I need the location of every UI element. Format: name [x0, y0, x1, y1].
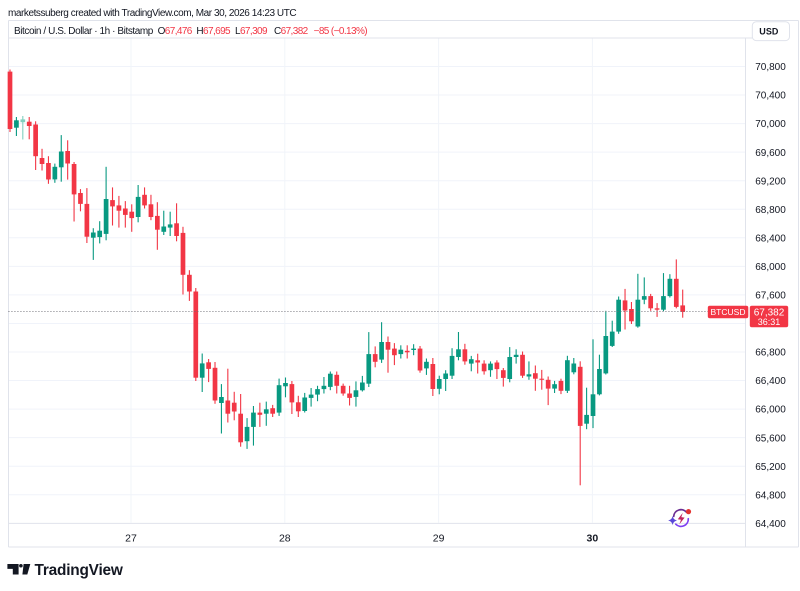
- svg-text:65,600: 65,600: [755, 433, 786, 444]
- svg-text:marketssuberg created with Tra: marketssuberg created with TradingView.c…: [8, 8, 296, 19]
- svg-text:USD: USD: [759, 26, 779, 36]
- svg-text:70,400: 70,400: [755, 91, 786, 102]
- svg-text:Bitcoin / U.S. Dollar · 1h · B: Bitcoin / U.S. Dollar · 1h · Bitstamp: [14, 26, 154, 37]
- svg-text:70,800: 70,800: [755, 62, 786, 73]
- svg-text:68,400: 68,400: [755, 233, 786, 244]
- svg-text:29: 29: [433, 532, 445, 544]
- svg-text:67,600: 67,600: [755, 291, 786, 302]
- svg-text:TradingView: TradingView: [35, 562, 123, 579]
- svg-text:30: 30: [587, 532, 599, 544]
- svg-text:−85 (−0.13%): −85 (−0.13%): [314, 26, 368, 37]
- svg-text:70,000: 70,000: [755, 119, 786, 130]
- svg-text:68,800: 68,800: [755, 205, 786, 216]
- svg-text:27: 27: [125, 532, 137, 544]
- svg-text:64,800: 64,800: [755, 490, 786, 501]
- svg-text:69,200: 69,200: [755, 176, 786, 187]
- svg-text:H67,695: H67,695: [196, 26, 231, 37]
- svg-text:C67,382: C67,382: [274, 26, 309, 37]
- svg-text:64,400: 64,400: [755, 519, 786, 530]
- svg-text:O67,476: O67,476: [158, 26, 193, 37]
- svg-text:36:31: 36:31: [758, 317, 781, 327]
- svg-text:66,400: 66,400: [755, 376, 786, 387]
- svg-text:68,000: 68,000: [755, 262, 786, 273]
- svg-text:BTCUSD: BTCUSD: [711, 307, 746, 317]
- svg-text:69,600: 69,600: [755, 148, 786, 159]
- svg-text:66,800: 66,800: [755, 348, 786, 359]
- svg-text:67,382: 67,382: [754, 307, 785, 318]
- svg-text:65,200: 65,200: [755, 462, 786, 473]
- svg-text:66,000: 66,000: [755, 405, 786, 416]
- svg-text:L67,309: L67,309: [235, 26, 268, 37]
- svg-text:28: 28: [279, 532, 291, 544]
